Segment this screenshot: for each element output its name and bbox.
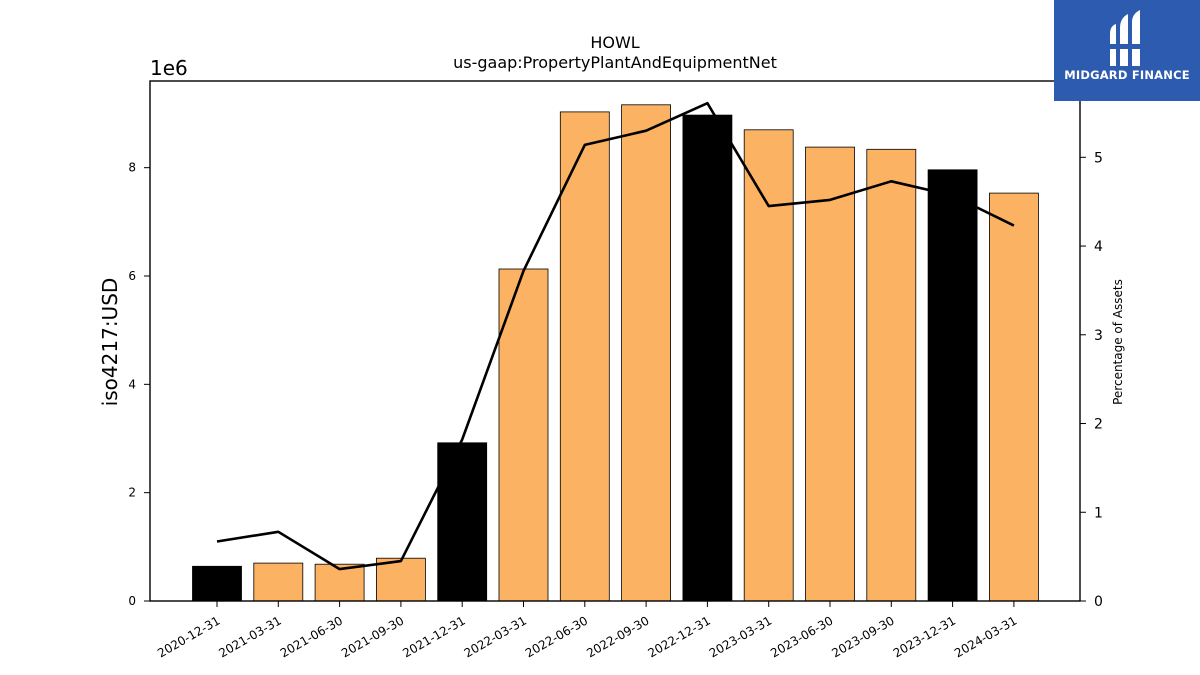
x-tick-label: 2021-03-31 (216, 613, 283, 660)
y2-tick-label: 3 (1094, 328, 1103, 344)
y2-tick-label: 1 (1094, 505, 1103, 521)
logo-mark-icon (1108, 10, 1144, 66)
y-offset-label: 1e6 (150, 56, 188, 80)
bars-layer (192, 104, 1039, 602)
y-tick-label: 6 (128, 269, 136, 283)
y2-tick-label: 2 (1094, 417, 1103, 433)
percentage-line (216, 101, 1015, 571)
bar-2023-09-30 (866, 148, 917, 602)
x-tick-label: 2022-03-31 (462, 613, 529, 660)
bar-2020-12-31 (192, 565, 242, 602)
x-tick-label: 2020-12-31 (155, 613, 222, 660)
chart-subtitle: us-gaap:PropertyPlantAndEquipmentNet (453, 53, 777, 72)
y2-tick-label: 0 (1094, 594, 1103, 610)
y2-tick-label: 5 (1094, 150, 1103, 166)
x-tick-label: 2022-09-30 (584, 613, 651, 660)
bar-2023-12-31 (927, 169, 978, 602)
x-tick-label: 2022-12-31 (645, 613, 712, 660)
y-tick-label: 4 (128, 377, 136, 391)
x-tick-label: 2021-12-31 (400, 613, 467, 660)
bar-2022-12-31 (682, 114, 733, 602)
bar-2022-06-30 (559, 111, 610, 602)
x-tick-label: 2021-06-30 (278, 613, 345, 660)
bar-2021-03-31 (253, 562, 304, 602)
y-tick-label: 0 (128, 594, 136, 608)
x-tick-label: 2024-03-31 (952, 613, 1019, 660)
bar-2024-03-31 (989, 192, 1039, 602)
logo-text: MIDGARD FINANCE (1064, 68, 1190, 82)
line-layer (216, 101, 1015, 571)
x-tick-label: 2022-06-30 (523, 613, 590, 660)
midgard-finance-logo: MIDGARD FINANCE (1054, 0, 1200, 101)
y-tick-label: 2 (128, 486, 136, 500)
bar-2023-03-31 (743, 129, 794, 602)
bar-2022-09-30 (621, 104, 671, 602)
x-tick-label: 2023-12-31 (891, 613, 958, 660)
plot-frame (149, 80, 1081, 602)
y-axis-label: iso4217:USD (98, 278, 122, 407)
chart-title: HOWL (590, 33, 639, 52)
y2-axis-label: Percentage of Assets (1111, 279, 1125, 405)
x-tick-label: 2023-06-30 (768, 613, 835, 660)
y2-tick-label: 4 (1094, 239, 1103, 255)
bar-2023-06-30 (805, 146, 855, 602)
x-tick-label: 2023-09-30 (829, 613, 896, 660)
x-tick-label: 2023-03-31 (707, 613, 774, 660)
y-tick-label: 8 (128, 161, 136, 175)
bar-2021-09-30 (375, 557, 426, 602)
bar-2021-12-31 (437, 442, 488, 602)
x-tick-label: 2021-09-30 (339, 613, 406, 660)
